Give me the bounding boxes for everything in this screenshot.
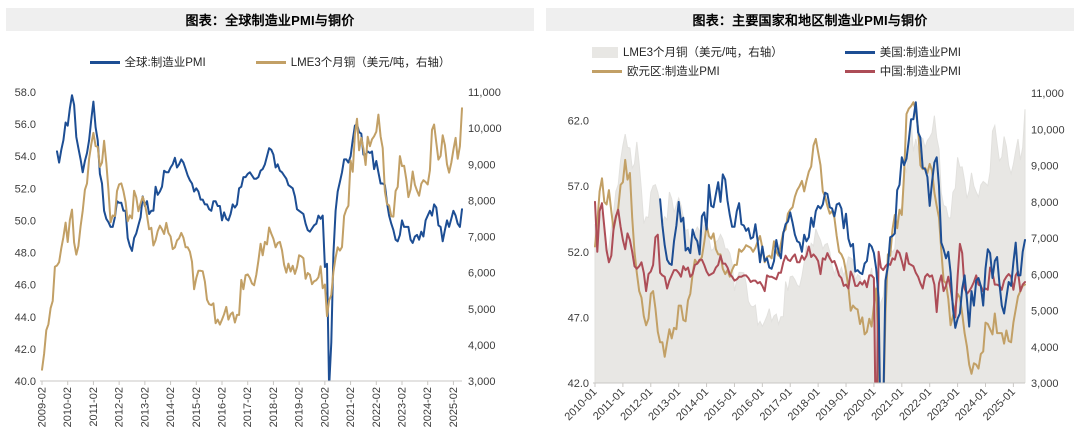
y-tick-label-right: 7,000 — [1031, 233, 1059, 245]
legend-item-lme-copper: LME3个月铜（美元/吨，右轴） — [255, 54, 451, 70]
legend-label-lme-copper-area: LME3个月铜（美元/吨，右轴） — [623, 47, 783, 59]
series-lme-copper-area — [594, 109, 1026, 383]
series-us-pmi — [659, 101, 1026, 383]
plot-series — [41, 94, 463, 381]
y-tick-label-left: 58.0 — [15, 87, 36, 99]
y-tick-label-right: 5,000 — [468, 304, 496, 316]
y-tick-label-left: 44.0 — [15, 312, 36, 324]
x-tick-label: 2010-02 — [62, 387, 74, 427]
legend-label-global-pmi: 全球:制造业PMI — [124, 57, 206, 69]
x-tick-label: 2020-02 — [319, 387, 331, 427]
y-axis-left: 62.0 57.0 52.0 47.0 42.0 — [568, 116, 589, 390]
legend-item-lme-copper-area: LME3个月铜（美元/吨，右轴） — [592, 44, 783, 60]
legend-swatch-us-pmi — [844, 50, 875, 54]
x-axis: 2009-02 2010-02 2011-02 2012-02 2013-02 2014-… — [37, 380, 462, 427]
series-lme-copper — [41, 107, 463, 371]
y-tick-label-right: 7,000 — [468, 232, 496, 244]
x-tick-label: 2021-02 — [345, 387, 357, 427]
chart-global-pmi-copper: 2009-02 2010-02 2011-02 2012-02 2013-02 2014-… — [15, 87, 502, 427]
x-tick-label: 2011-02 — [88, 387, 100, 427]
y-tick-label-right: 11,000 — [1031, 88, 1064, 100]
y-tick-label-left: 40.0 — [15, 376, 36, 388]
y-tick-label-right: 4,000 — [1031, 342, 1059, 354]
y-tick-label-left: 52.0 — [568, 247, 589, 259]
y-axis-right: 11,000 10,000 9,000 8,000 7,000 6,000 5,000 4,0… — [1031, 88, 1065, 390]
legend-swatch-eurozone-pmi — [592, 69, 622, 73]
x-tick-label: 2009-02 — [37, 387, 49, 427]
legend-item-us-pmi: 美国:制造业PMI — [844, 44, 961, 60]
legend-swatch-lme-copper-area — [592, 46, 618, 58]
y-tick-label-right: 3,000 — [468, 376, 496, 388]
y-tick-label-left: 57.0 — [568, 181, 589, 193]
legend-item-china-pmi: 中国:制造业PMI — [844, 63, 961, 79]
legend-swatch-lme-copper — [255, 60, 286, 64]
y-tick-label-left: 54.0 — [15, 151, 36, 163]
x-tick-label: 2017-02 — [242, 387, 254, 427]
y-tick-label-right: 6,000 — [1031, 269, 1059, 281]
x-axis: 2010-012011-012012-012013-012014-012015-… — [563, 382, 1025, 423]
y-tick-label-right: 8,000 — [468, 195, 496, 207]
x-tick-label: 2024-02 — [422, 387, 434, 427]
y-tick-label-left: 42.0 — [15, 344, 36, 356]
y-tick-label-right: 3,000 — [1031, 378, 1059, 390]
chart-legend: LME3个月铜（美元/吨，右轴） 美国:制造业PMI 欧元区:制造业PMI 中国:制造… — [540, 44, 1080, 79]
y-tick-label-right: 11,000 — [468, 87, 501, 99]
y-tick-label-left: 42.0 — [568, 378, 589, 390]
chart-title: 图表：全球制造业PMI与铜价 — [185, 13, 355, 28]
y-tick-label-right: 10,000 — [468, 123, 502, 135]
x-tick-label: 2025-02 — [448, 387, 460, 427]
legend-label-eurozone-pmi: 欧元区:制造业PMI — [627, 66, 720, 78]
y-tick-label-right: 6,000 — [468, 268, 496, 280]
x-tick-label: 2016-02 — [217, 387, 229, 427]
legend-swatch-global-pmi — [89, 60, 120, 64]
x-tick-label: 2022-02 — [371, 387, 383, 427]
plot-series — [594, 101, 1026, 383]
chart-title: 图表：主要国家和地区制造业PMI与铜价 — [692, 13, 928, 28]
x-tick-label: 2019-02 — [294, 387, 306, 427]
y-tick-label-right: 10,000 — [1031, 124, 1065, 136]
chart-header-band: 图表：主要国家和地区制造业PMI与铜价 — [546, 8, 1074, 31]
y-tick-label-right: 9,000 — [1031, 161, 1059, 173]
y-tick-label-left: 48.0 — [15, 248, 36, 260]
y-tick-label-right: 4,000 — [468, 340, 496, 352]
legend-label-us-pmi: 美国:制造业PMI — [879, 47, 961, 59]
x-tick-label: 2012-02 — [114, 387, 126, 427]
chart-legend: 全球:制造业PMI LME3个月铜（美元/吨，右轴） — [0, 54, 540, 70]
legend-label-lme-copper: LME3个月铜（美元/吨，右轴） — [290, 57, 451, 69]
y-tick-label-right: 5,000 — [1031, 306, 1059, 318]
legend-item-eurozone-pmi: 欧元区:制造业PMI — [592, 63, 783, 79]
y-tick-label-left: 50.0 — [15, 215, 36, 227]
x-tick-label: 2014-02 — [165, 387, 177, 427]
x-tick-label: 2018-02 — [268, 387, 280, 427]
x-tick-label: 2013-02 — [139, 387, 151, 427]
y-tick-label-left: 56.0 — [15, 119, 36, 131]
y-tick-label-right: 9,000 — [468, 159, 496, 171]
x-tick-label: 2015-02 — [191, 387, 203, 427]
legend-item-global-pmi: 全球:制造业PMI — [89, 54, 206, 70]
legend-swatch-china-pmi — [844, 69, 875, 73]
panel-country-pmi-copper: 图表：主要国家和地区制造业PMI与铜价 LME3个月铜（美元/吨，右轴） 美国:制… — [540, 0, 1080, 447]
legend-label-china-pmi: 中国:制造业PMI — [879, 66, 961, 78]
y-axis-left: 58.0 56.0 54.0 52.0 50.0 48.0 46.0 44.0 42.0 40.0 — [15, 87, 36, 388]
panel-global-pmi-copper: 图表：全球制造业PMI与铜价 全球:制造业PMI LME3个月铜（美元/吨，右轴）… — [0, 8, 540, 428]
y-axis-right: 11,000 10,000 9,000 8,000 7,000 6,000 5,000 4,0… — [468, 87, 502, 388]
y-tick-label-left: 62.0 — [568, 116, 589, 128]
chart-country-pmi-copper: 2010-012011-012012-012013-012014-012015-… — [563, 88, 1065, 423]
x-tick-label: 2023-02 — [397, 387, 409, 427]
y-tick-label-right: 8,000 — [1031, 197, 1059, 209]
y-tick-label-left: 46.0 — [15, 280, 36, 292]
series-global-pmi — [56, 94, 463, 381]
y-tick-label-left: 47.0 — [568, 312, 589, 324]
chart-header-band: 图表：全球制造业PMI与铜价 — [6, 8, 534, 31]
y-tick-label-left: 52.0 — [15, 183, 36, 195]
